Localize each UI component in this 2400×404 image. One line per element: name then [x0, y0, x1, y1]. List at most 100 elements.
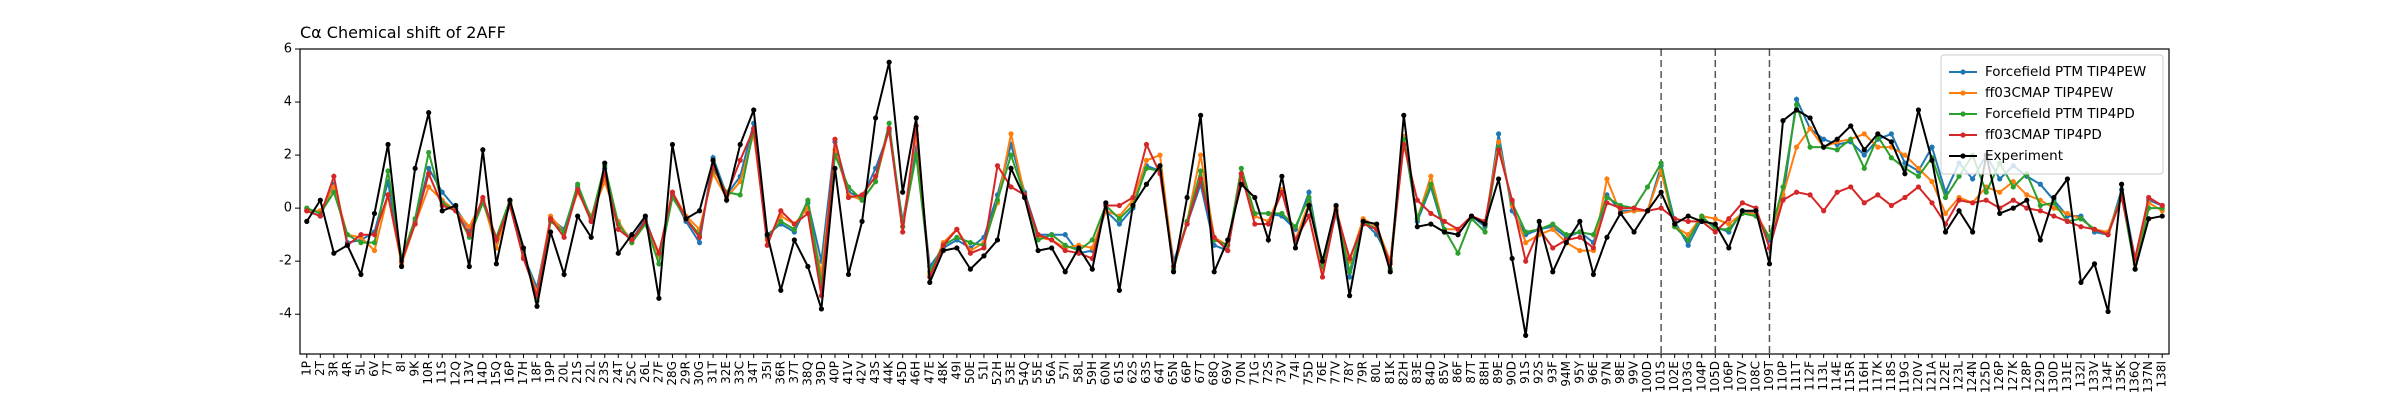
data-point — [1292, 224, 1299, 230]
legend-label: Experiment — [1985, 148, 2063, 164]
x-tick-label: 32E — [719, 361, 733, 384]
data-point — [764, 232, 770, 238]
data-point — [1008, 165, 1014, 171]
data-point — [1319, 258, 1326, 264]
data-point — [981, 253, 987, 259]
x-tick-label: 120V — [1911, 360, 1925, 392]
data-point — [629, 232, 635, 238]
data-point — [1888, 202, 1894, 209]
data-point — [1360, 218, 1366, 224]
data-point — [1807, 115, 1813, 121]
data-point — [940, 247, 946, 254]
data-point — [696, 240, 703, 246]
data-point — [1116, 221, 1122, 227]
x-tick-label: 80L — [1369, 361, 1383, 383]
x-tick-label: 50E — [963, 361, 977, 384]
x-tick-label: 103G — [1681, 361, 1695, 393]
data-point — [805, 210, 811, 217]
data-point — [466, 224, 472, 230]
x-tick-label: 83E — [1410, 361, 1424, 384]
x-tick-label: 6V — [367, 360, 381, 377]
data-point — [1157, 152, 1163, 158]
data-point — [1875, 192, 1881, 198]
data-point — [1915, 184, 1922, 190]
x-tick-label: 26L — [638, 361, 652, 383]
data-point — [371, 247, 378, 254]
data-point — [994, 197, 1001, 203]
data-point — [1590, 271, 1597, 278]
data-point — [1306, 189, 1312, 195]
x-tick-label: 38Q — [800, 361, 814, 386]
legend-marker — [1960, 111, 1966, 117]
data-point — [967, 266, 974, 272]
data-point — [1021, 194, 1028, 201]
data-point — [1563, 240, 1569, 246]
x-tick-label: 31T — [706, 360, 720, 383]
x-tick-label: 96E — [1586, 361, 1600, 384]
data-point — [2146, 216, 2152, 222]
data-point — [1062, 232, 1068, 238]
x-tick-label: 102E — [1667, 361, 1681, 392]
data-point — [2105, 308, 2111, 315]
data-point — [1198, 176, 1204, 182]
data-point — [1942, 210, 1949, 217]
x-tick-label: 125D — [1979, 361, 1993, 393]
data-point — [778, 218, 784, 224]
data-point — [805, 197, 811, 203]
data-point — [1726, 226, 1732, 232]
data-point — [2037, 181, 2043, 187]
data-point — [1333, 202, 1339, 209]
data-point — [1252, 194, 1258, 201]
data-point — [1062, 242, 1068, 248]
data-point — [2146, 194, 2152, 201]
data-point — [304, 208, 310, 214]
data-point — [1793, 107, 1800, 113]
x-tick-label: 53E — [1004, 361, 1018, 384]
x-tick-label: 49I — [949, 361, 963, 380]
x-tick-label: 10R — [421, 361, 435, 385]
legend-box — [1940, 54, 2164, 175]
data-point — [547, 229, 554, 235]
data-point — [1658, 189, 1664, 195]
data-point — [534, 303, 540, 309]
data-point — [1238, 171, 1244, 177]
data-point — [480, 147, 486, 153]
data-point — [1495, 131, 1502, 137]
data-point — [304, 218, 310, 224]
data-point — [1495, 176, 1502, 182]
data-point — [588, 218, 594, 224]
data-point — [1265, 210, 1271, 217]
data-point — [1401, 141, 1407, 148]
data-point — [642, 213, 648, 219]
data-point — [1888, 131, 1894, 137]
data-point — [1685, 218, 1691, 224]
data-point — [1848, 184, 1854, 190]
data-point — [2024, 197, 2030, 203]
y-tick-label: 0 — [284, 201, 292, 216]
data-point — [886, 120, 892, 126]
data-point — [317, 197, 323, 203]
x-tick-label: 46H — [909, 361, 923, 385]
data-point — [615, 250, 621, 256]
data-point — [1265, 221, 1271, 227]
data-point — [1590, 245, 1597, 251]
data-point — [1739, 208, 1745, 214]
x-tick-label: 33C — [733, 361, 747, 385]
data-point — [1617, 205, 1624, 211]
x-tick-label: 130D — [2046, 361, 2060, 393]
data-point — [778, 287, 784, 293]
x-tick-label: 74I — [1288, 361, 1302, 380]
x-tick-label: 72S — [1261, 361, 1275, 384]
x-tick-label: 84D — [1423, 361, 1437, 386]
data-point — [2064, 176, 2071, 182]
data-point — [872, 115, 879, 121]
x-tick-label: 39D — [814, 361, 828, 386]
data-point — [1997, 189, 2003, 195]
data-point — [1049, 237, 1055, 243]
data-point — [832, 136, 838, 142]
data-point — [900, 229, 906, 235]
data-point — [1983, 189, 1989, 195]
x-tick-label: 109T — [1762, 360, 1776, 391]
x-tick-label: 79R — [1356, 361, 1370, 385]
data-point — [1753, 208, 1759, 214]
